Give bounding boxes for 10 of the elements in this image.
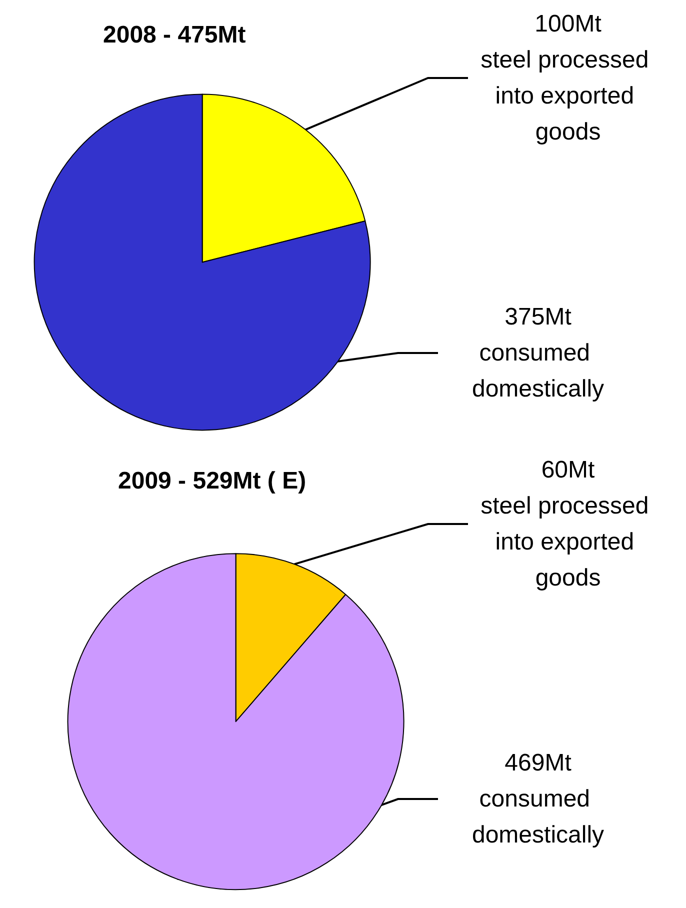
chart-title: 2008 - 475Mt [103, 22, 246, 48]
data-label: 100Mt [534, 10, 602, 38]
data-label: 60Mt [541, 456, 596, 484]
chart-title: 2009 - 529Mt ( E) [118, 468, 306, 494]
slice-label: steel processed into exported goods [480, 46, 656, 146]
slice-label: consumed domestically [472, 340, 604, 402]
slice-label: consumed domestically [472, 786, 604, 848]
data-label: 375Mt [504, 304, 572, 330]
data-label: 469Mt [504, 750, 572, 776]
slice-label: steel processed into exported goods [480, 492, 656, 592]
